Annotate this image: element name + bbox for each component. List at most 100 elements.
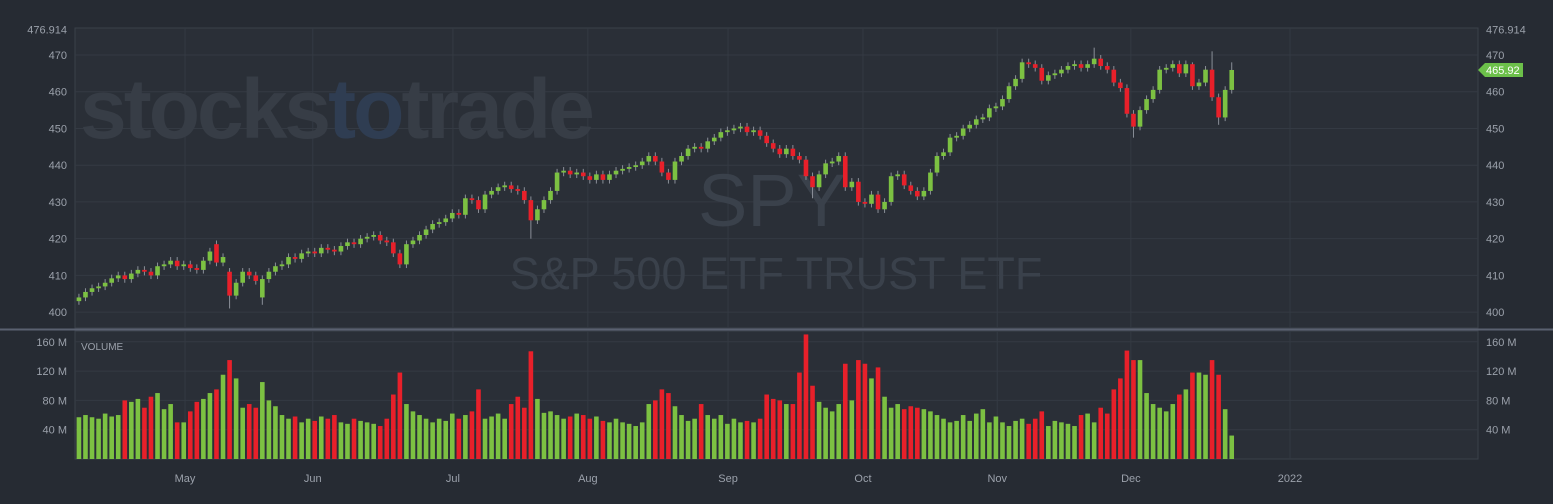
candle-body	[122, 275, 128, 280]
candle-body	[1065, 66, 1071, 70]
volume-bar	[738, 422, 743, 459]
volume-bar	[862, 363, 868, 459]
volume-bar	[404, 404, 409, 459]
candle-body	[181, 264, 187, 267]
candle-body	[679, 156, 684, 162]
volume-bar	[947, 422, 953, 459]
candle-body	[1118, 82, 1123, 89]
candle-body	[443, 218, 449, 223]
volume-bar	[397, 372, 403, 459]
candle-body	[1216, 97, 1221, 118]
x-tick-label: 2022	[1278, 473, 1302, 485]
volume-pane	[74, 330, 1479, 460]
candle-body	[856, 181, 861, 202]
candle-body	[1177, 64, 1182, 74]
volume-bar	[207, 393, 213, 459]
candle-body	[836, 156, 842, 162]
y-tick-label: 430	[1486, 197, 1504, 209]
candle-body	[1163, 67, 1169, 70]
candle-body	[377, 234, 383, 241]
volume-bar	[1137, 360, 1143, 459]
volume-bar	[561, 418, 566, 459]
candle-body	[312, 251, 318, 254]
volume-bar	[371, 423, 376, 459]
candle-body	[574, 172, 580, 175]
candle-body	[973, 119, 979, 125]
volume-bar	[1111, 389, 1117, 459]
candle-body	[482, 194, 488, 210]
volume-bar	[1059, 422, 1064, 459]
candle-body	[194, 268, 200, 270]
candle-body	[266, 271, 272, 280]
volume-bar	[168, 404, 173, 459]
candle-body	[626, 167, 632, 169]
y-tick-label: 450	[49, 123, 67, 135]
volume-bar	[633, 426, 638, 459]
volume-bar	[967, 420, 973, 459]
volume-bar	[679, 415, 684, 459]
name-watermark: S&P 500 ETF TRUST ETF	[510, 248, 1043, 299]
volume-bar	[1091, 422, 1097, 459]
volume-bar	[384, 418, 390, 459]
candle-body	[332, 249, 337, 252]
volume-bar	[1203, 374, 1208, 459]
volume-bar	[1052, 420, 1058, 459]
candle-body	[1203, 69, 1208, 83]
volume-bar	[181, 422, 187, 459]
candle-body	[522, 190, 527, 201]
candle-body	[600, 174, 606, 180]
volume-bar	[1085, 413, 1090, 459]
candle-body	[829, 161, 835, 164]
candle-body	[273, 266, 278, 272]
volume-bar	[1104, 413, 1110, 459]
y-tick-label: 460	[49, 87, 67, 99]
candle-body	[561, 170, 566, 173]
y-tick-label: 470	[1486, 50, 1504, 62]
volume-bar	[1144, 393, 1149, 459]
x-tick-label: Oct	[854, 473, 871, 485]
candle-body	[279, 264, 285, 267]
volume-bar	[987, 422, 992, 459]
candle-body	[731, 128, 737, 131]
candle-body	[286, 257, 291, 265]
candle-body	[476, 200, 481, 210]
y-tick-label: 430	[49, 197, 67, 209]
candle-body	[987, 108, 992, 118]
candle-body	[489, 190, 494, 195]
candle-body	[633, 165, 638, 168]
volume-bar	[364, 422, 370, 459]
volume-bar	[391, 394, 396, 459]
volume-bar	[1118, 378, 1123, 459]
candle-body	[456, 212, 462, 215]
volume-bar	[436, 418, 442, 459]
candle-body	[980, 117, 986, 120]
candle-body	[915, 190, 920, 197]
volume-bar	[253, 407, 259, 459]
y-tick-label: 120 M	[36, 366, 67, 378]
candle-body	[613, 170, 619, 175]
candle-body	[685, 148, 691, 157]
candle-body	[764, 135, 769, 144]
volume-bar	[1006, 426, 1012, 459]
price-pane	[74, 27, 1479, 329]
volume-bar	[260, 382, 265, 459]
candle-body	[1091, 58, 1097, 65]
volume-bar	[318, 416, 324, 459]
candle-body	[417, 234, 422, 241]
volume-bar	[279, 415, 285, 459]
volume-bar	[1032, 418, 1038, 459]
volume-bar	[1065, 423, 1071, 459]
volume-bar	[489, 416, 494, 459]
candle-body	[463, 198, 468, 215]
candle-body	[299, 253, 304, 259]
volume-bar	[96, 418, 101, 459]
candle-body	[292, 257, 298, 259]
x-tick-label: Jul	[446, 473, 460, 485]
volume-bar	[554, 415, 560, 459]
candle-body	[423, 229, 429, 235]
candle-body	[207, 251, 213, 261]
volume-bar	[744, 420, 750, 459]
volume-bar	[921, 409, 927, 459]
volume-bar	[83, 415, 88, 459]
volume-bar	[89, 417, 95, 459]
